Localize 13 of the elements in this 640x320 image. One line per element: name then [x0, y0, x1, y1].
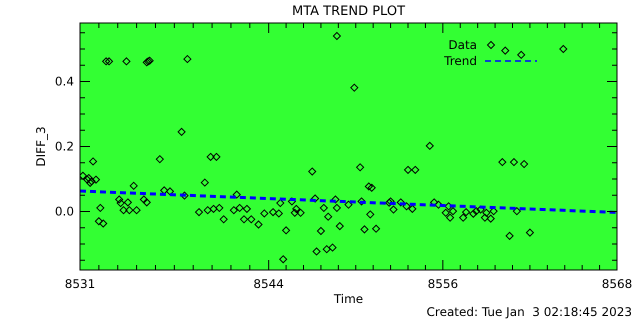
x-tick-label: 8544 [253, 277, 284, 291]
x-tick-label: 8568 [602, 277, 632, 291]
chart-title: MTA TREND PLOT [292, 4, 406, 19]
legend-label: Trend [443, 54, 477, 68]
text: Created: Tue Jan 3 02:18:45 2023 [426, 305, 632, 319]
x-axis-title: Time [332, 292, 364, 306]
y-axis-title: DIFF_3 [34, 126, 48, 167]
y-tick-label: 0.2 [54, 140, 74, 154]
x-tick-label: 8531 [64, 277, 96, 291]
x-tick-label: 8556 [428, 277, 458, 291]
legend-label: Data [448, 38, 477, 52]
y-tick-label: 0.4 [54, 74, 74, 88]
y-tick-label: 0.0 [54, 204, 74, 218]
